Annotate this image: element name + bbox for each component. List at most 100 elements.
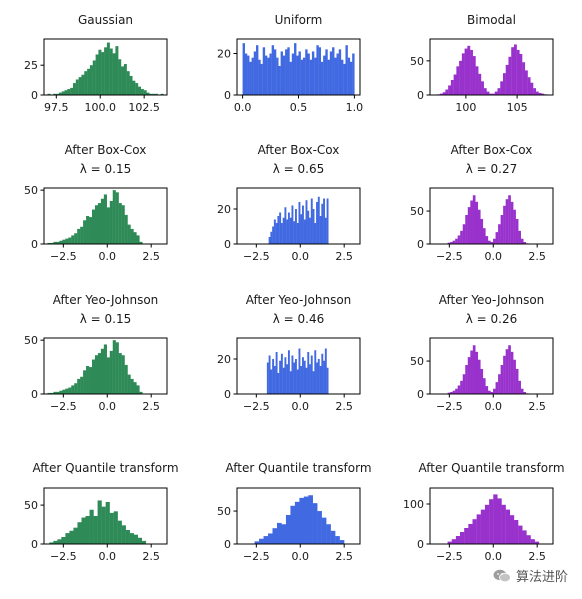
subplot-4-2: After Quantile transform −2.5 0.0 2.5 0 50 [217,461,372,563]
subplot-2-3: After Box-Cox λ = 0.27 −2.5 0.0 2.5 0 50 [410,143,554,263]
histogram-bar [268,355,271,394]
histogram-bar [472,56,476,95]
histogram-bar [495,382,499,394]
histogram-bar [253,51,257,95]
histogram-bar [62,239,66,244]
axes-frame [429,187,554,245]
histogram-bar [335,536,340,544]
histogram-bar [518,525,523,544]
histogram-bar [291,355,294,394]
histogram-bar [519,54,523,95]
y-tick-label: 50 [410,205,424,218]
histogram-bar [123,64,127,95]
histogram-bar [480,218,484,244]
histogram-bar [129,533,134,544]
histogram-bar [457,235,461,244]
histogram-bar [49,542,54,544]
histogram-bar [452,390,456,394]
histogram-bar [302,357,304,394]
histogram-bar [69,530,74,544]
histogram-bar [538,92,542,95]
histogram-bar [349,61,353,95]
histogram-bar [296,369,299,394]
histogram-bar [329,51,333,95]
y-tick-label: 0 [31,89,38,102]
histogram-bar [282,217,285,244]
histogram-bar [522,530,527,544]
histogram-bar [483,88,487,95]
x-tick-label: 2.5 [528,550,546,563]
histogram-bar [522,62,526,95]
histogram-bar [303,360,306,394]
histogram-bar [259,538,264,544]
histogram-bar [307,210,310,244]
histogram-bar [133,534,139,544]
histogram-bar [300,366,303,394]
watermark-text: 算法进阶 [515,570,568,585]
histogram-bar [263,536,269,544]
histogram-bar [269,53,272,95]
histogram-bar [124,214,128,244]
y-tick-label: 0 [224,538,231,551]
histogram-bar [121,205,125,244]
histogram-bar [505,199,509,244]
x-tick-label: 2.5 [335,550,353,563]
histogram-bar [74,233,78,244]
histogram-bar [242,43,245,95]
histogram-bar [262,47,266,95]
histogram-bar [487,240,491,244]
histogram-bar [97,203,102,244]
histogram-bar [460,532,465,544]
histogram-bar [136,235,140,244]
histogram-bar [73,527,78,544]
histogram-bar [497,498,502,544]
y-tick-label: 50 [217,505,231,518]
histogram-bar [81,74,85,95]
histogram-bar [53,540,58,544]
subplot-3-1: After Yeo-Johnson λ = 0.15 −2.5 0.0 2.5 0 50 [24,293,168,413]
histogram-bar [298,202,301,244]
histogram-bar [520,388,524,394]
histogram-bar [92,60,96,95]
histogram-bar [510,351,514,394]
histogram-bar [482,378,486,394]
x-tick-label: 2.5 [142,250,160,263]
histogram-bar [89,367,93,394]
histogram-bar [505,349,509,394]
histogram-bar [286,219,289,244]
histogram-bar [334,57,337,95]
histogram-bar [508,195,511,244]
histogram-bar [287,212,290,244]
histogram-bar [112,53,116,95]
histogram-bar [316,202,318,244]
histogram-bar [526,535,531,544]
histogram-bar [447,541,452,544]
histogram-bar [112,340,116,394]
subplot-title: After Yeo-Johnson [53,293,159,307]
histogram-bar [130,228,134,244]
histogram-bar [494,91,498,95]
x-tick-label: −2.5 [50,250,77,263]
histogram-bar [133,382,137,394]
histogram-bar [280,223,283,244]
histogram-bar [285,515,291,544]
axes-frame [236,487,361,545]
subplot-1-2: Uniform 0.0 0.5 1.0 0 20 [217,13,363,114]
histogram-bar [455,388,458,394]
histogram-bar [330,530,336,544]
histogram-bar [456,66,460,95]
axes-frame [43,337,168,395]
histogram-bar [352,53,355,95]
histogram-bar [282,55,286,95]
subplot-4-1: After Quantile transform −2.5 0.0 2.5 0 50 [24,461,179,563]
histogram-bar [498,374,501,394]
histogram-bar [277,216,280,244]
histogram-bar [490,392,494,394]
histogram-bar [47,93,51,95]
x-tick-label: 0.0 [99,400,117,413]
x-tick-label: −2.5 [436,550,463,563]
histogram-bar [268,237,271,244]
histogram-bar [100,198,105,244]
x-tick-label: −2.5 [243,250,270,263]
histogram-bar [104,47,108,95]
